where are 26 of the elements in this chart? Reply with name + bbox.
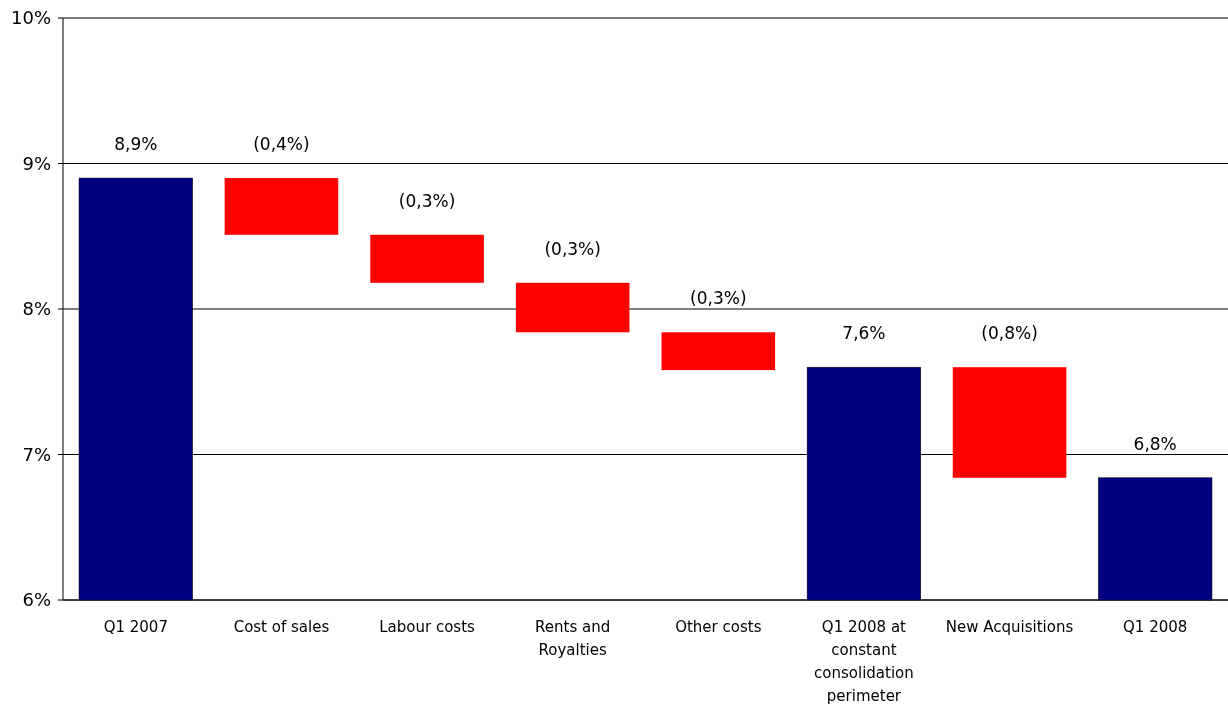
y-tick-label: 9% [22,152,51,174]
x-tick-label: New Acquisitions [945,618,1074,636]
data-label: (0,3%) [544,238,601,259]
bar [952,367,1067,478]
y-tick-label: 7% [22,443,51,465]
x-tick-label: Q1 2008 at constant consolidation perimeter [814,618,914,704]
x-tick-label: Q1 2007 [103,618,168,636]
y-tick-label: 8% [22,298,51,320]
bar [370,234,484,283]
data-label: (0,8%) [981,323,1038,344]
bar [661,332,776,371]
data-label: (0,4%) [253,134,310,155]
data-label: 6,8% [1133,433,1177,454]
bar [515,282,630,333]
x-tick-label: Labour costs [379,618,476,636]
data-label: 8,9% [114,134,158,155]
y-tick-label: 6% [22,589,51,611]
x-tick-label: Rents and Royalties [535,618,611,659]
x-tick-label: Q1 2008 [1123,618,1188,636]
bar [224,178,339,235]
data-label: (0,3%) [690,288,747,309]
x-tick-label: Other costs [675,618,762,636]
x-tick-label: Cost of sales [233,618,330,636]
y-tick-label: 10% [10,7,51,29]
data-label: 7,6% [842,323,886,344]
data-label: (0,3%) [398,190,456,211]
